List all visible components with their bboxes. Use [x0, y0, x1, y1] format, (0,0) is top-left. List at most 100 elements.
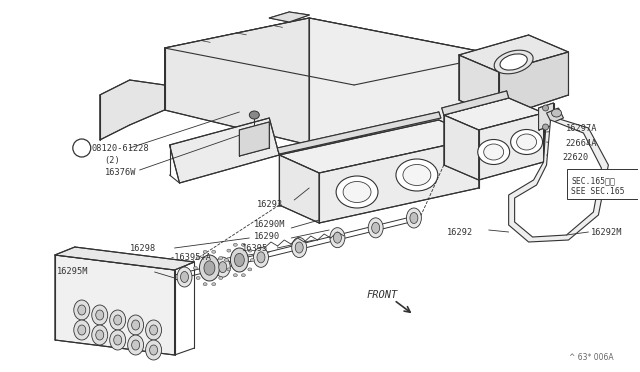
Ellipse shape	[511, 129, 543, 154]
Ellipse shape	[234, 274, 237, 277]
Polygon shape	[279, 155, 319, 223]
Ellipse shape	[372, 222, 380, 233]
Ellipse shape	[221, 266, 225, 269]
Ellipse shape	[96, 330, 104, 340]
Ellipse shape	[114, 315, 122, 325]
Text: -16395+A: -16395+A	[170, 253, 212, 263]
Ellipse shape	[295, 242, 303, 253]
Polygon shape	[479, 113, 543, 180]
Ellipse shape	[215, 257, 230, 277]
Circle shape	[543, 124, 548, 130]
Ellipse shape	[203, 283, 207, 286]
Ellipse shape	[410, 212, 418, 224]
Ellipse shape	[219, 262, 227, 273]
Text: 16297A: 16297A	[566, 124, 597, 132]
Ellipse shape	[92, 325, 108, 345]
Ellipse shape	[180, 272, 189, 282]
Polygon shape	[269, 12, 309, 22]
Ellipse shape	[74, 320, 90, 340]
Polygon shape	[459, 35, 568, 72]
Text: 16295M: 16295M	[57, 267, 88, 276]
Ellipse shape	[241, 274, 245, 277]
Text: 16292M: 16292M	[591, 228, 622, 237]
Ellipse shape	[403, 164, 431, 186]
Ellipse shape	[212, 283, 216, 286]
Ellipse shape	[227, 249, 231, 252]
Polygon shape	[499, 52, 568, 118]
Ellipse shape	[204, 261, 215, 275]
Text: 22664A: 22664A	[566, 138, 597, 148]
Text: 16290: 16290	[254, 231, 280, 241]
Ellipse shape	[333, 232, 341, 243]
Ellipse shape	[92, 305, 108, 325]
Ellipse shape	[396, 159, 438, 191]
Ellipse shape	[74, 300, 90, 320]
Ellipse shape	[406, 208, 421, 228]
Ellipse shape	[494, 50, 533, 74]
Text: 22620: 22620	[563, 153, 589, 161]
Ellipse shape	[200, 255, 220, 281]
Ellipse shape	[484, 144, 504, 160]
Ellipse shape	[219, 257, 223, 260]
Text: FRONT: FRONT	[367, 290, 398, 300]
FancyBboxPatch shape	[568, 169, 640, 199]
Polygon shape	[164, 18, 499, 85]
Text: B: B	[79, 144, 84, 153]
Ellipse shape	[146, 320, 161, 340]
Polygon shape	[539, 103, 554, 130]
Polygon shape	[442, 91, 509, 115]
Polygon shape	[100, 80, 164, 140]
Ellipse shape	[552, 109, 561, 117]
Polygon shape	[319, 138, 479, 223]
Ellipse shape	[253, 247, 268, 267]
Ellipse shape	[292, 237, 307, 257]
Ellipse shape	[230, 248, 248, 272]
Polygon shape	[164, 18, 309, 145]
Polygon shape	[277, 112, 441, 154]
Ellipse shape	[177, 267, 192, 287]
Ellipse shape	[150, 345, 157, 355]
Ellipse shape	[96, 310, 104, 320]
Ellipse shape	[336, 176, 378, 208]
Ellipse shape	[343, 182, 371, 202]
Polygon shape	[55, 247, 195, 270]
Ellipse shape	[241, 243, 245, 246]
Ellipse shape	[219, 276, 223, 279]
Ellipse shape	[227, 268, 231, 271]
Ellipse shape	[477, 140, 509, 164]
Polygon shape	[547, 108, 563, 123]
Polygon shape	[444, 115, 479, 180]
Ellipse shape	[146, 340, 161, 360]
Text: ^ 63* 006A: ^ 63* 006A	[569, 353, 613, 362]
Text: (2): (2)	[105, 155, 120, 164]
Text: 16395: 16395	[243, 244, 269, 253]
Ellipse shape	[109, 310, 125, 330]
Text: 08120-61228: 08120-61228	[92, 144, 150, 153]
Ellipse shape	[257, 252, 265, 263]
Text: SEC.165参照: SEC.165参照	[572, 176, 615, 186]
Polygon shape	[170, 118, 279, 183]
Text: 16290M: 16290M	[254, 219, 286, 228]
Text: 16292: 16292	[447, 228, 473, 237]
Polygon shape	[444, 98, 543, 130]
Ellipse shape	[248, 249, 252, 252]
Ellipse shape	[225, 259, 228, 262]
Ellipse shape	[330, 228, 345, 248]
Ellipse shape	[234, 243, 237, 246]
Ellipse shape	[203, 250, 207, 253]
Ellipse shape	[516, 134, 536, 150]
Ellipse shape	[127, 335, 143, 355]
Ellipse shape	[234, 253, 244, 267]
Ellipse shape	[368, 218, 383, 238]
Ellipse shape	[114, 335, 122, 345]
Ellipse shape	[132, 320, 140, 330]
Text: 16298: 16298	[130, 244, 156, 253]
Ellipse shape	[196, 257, 200, 260]
Polygon shape	[239, 122, 269, 156]
Polygon shape	[279, 120, 479, 173]
Polygon shape	[515, 120, 602, 237]
Circle shape	[543, 105, 548, 111]
Polygon shape	[459, 55, 499, 118]
Ellipse shape	[78, 305, 86, 315]
Text: 16293: 16293	[257, 199, 284, 208]
